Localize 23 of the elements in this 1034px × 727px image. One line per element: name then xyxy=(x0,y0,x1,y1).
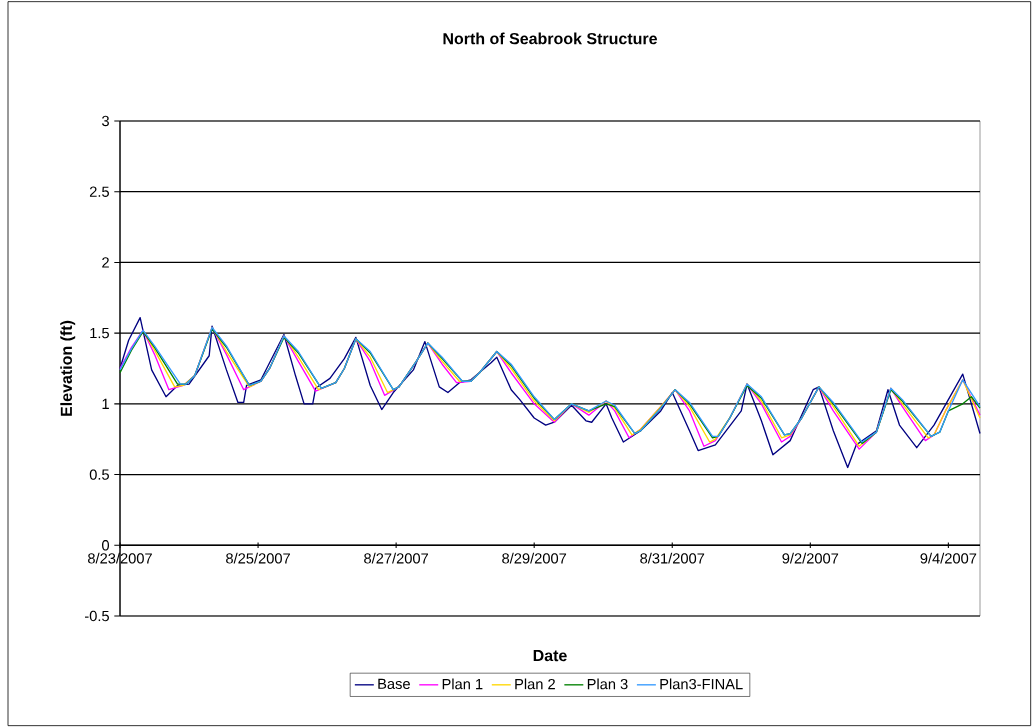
y-tick-label: 2.5 xyxy=(89,186,109,197)
chart-title: North of Seabrook Structure xyxy=(443,32,657,45)
line-series xyxy=(119,316,981,469)
y-tick-label: 3 xyxy=(102,115,109,127)
y-tick-label: 0.5 xyxy=(89,469,109,480)
x-tick-label: 8/25/2007 xyxy=(226,552,290,564)
x-tick-label: 8/27/2007 xyxy=(364,552,429,564)
x-tick-label: 8/29/2007 xyxy=(502,552,567,564)
y-tick-label: 2 xyxy=(102,257,109,268)
y-tick-label: -0.5 xyxy=(84,610,109,622)
legend-label: Plan 2 xyxy=(515,678,555,690)
y-tick-label: 1.5 xyxy=(90,328,109,339)
legend-label: Plan 3 xyxy=(587,678,628,690)
x-tick-label: 8/31/2007 xyxy=(640,552,705,564)
legend-label: Plan 1 xyxy=(442,678,483,690)
legend-label: Base xyxy=(378,678,410,690)
x-axis-title: Date xyxy=(533,650,567,662)
y-axis-title: Elevation (ft) xyxy=(60,320,76,416)
x-tick-label: 9/4/2007 xyxy=(920,552,977,564)
legend-label: Plan3-FINAL xyxy=(660,678,743,690)
y-tick-label: 1 xyxy=(102,398,109,409)
y-tick-label: 0 xyxy=(102,540,110,551)
x-tick-label: 9/2/2007 xyxy=(782,552,839,564)
